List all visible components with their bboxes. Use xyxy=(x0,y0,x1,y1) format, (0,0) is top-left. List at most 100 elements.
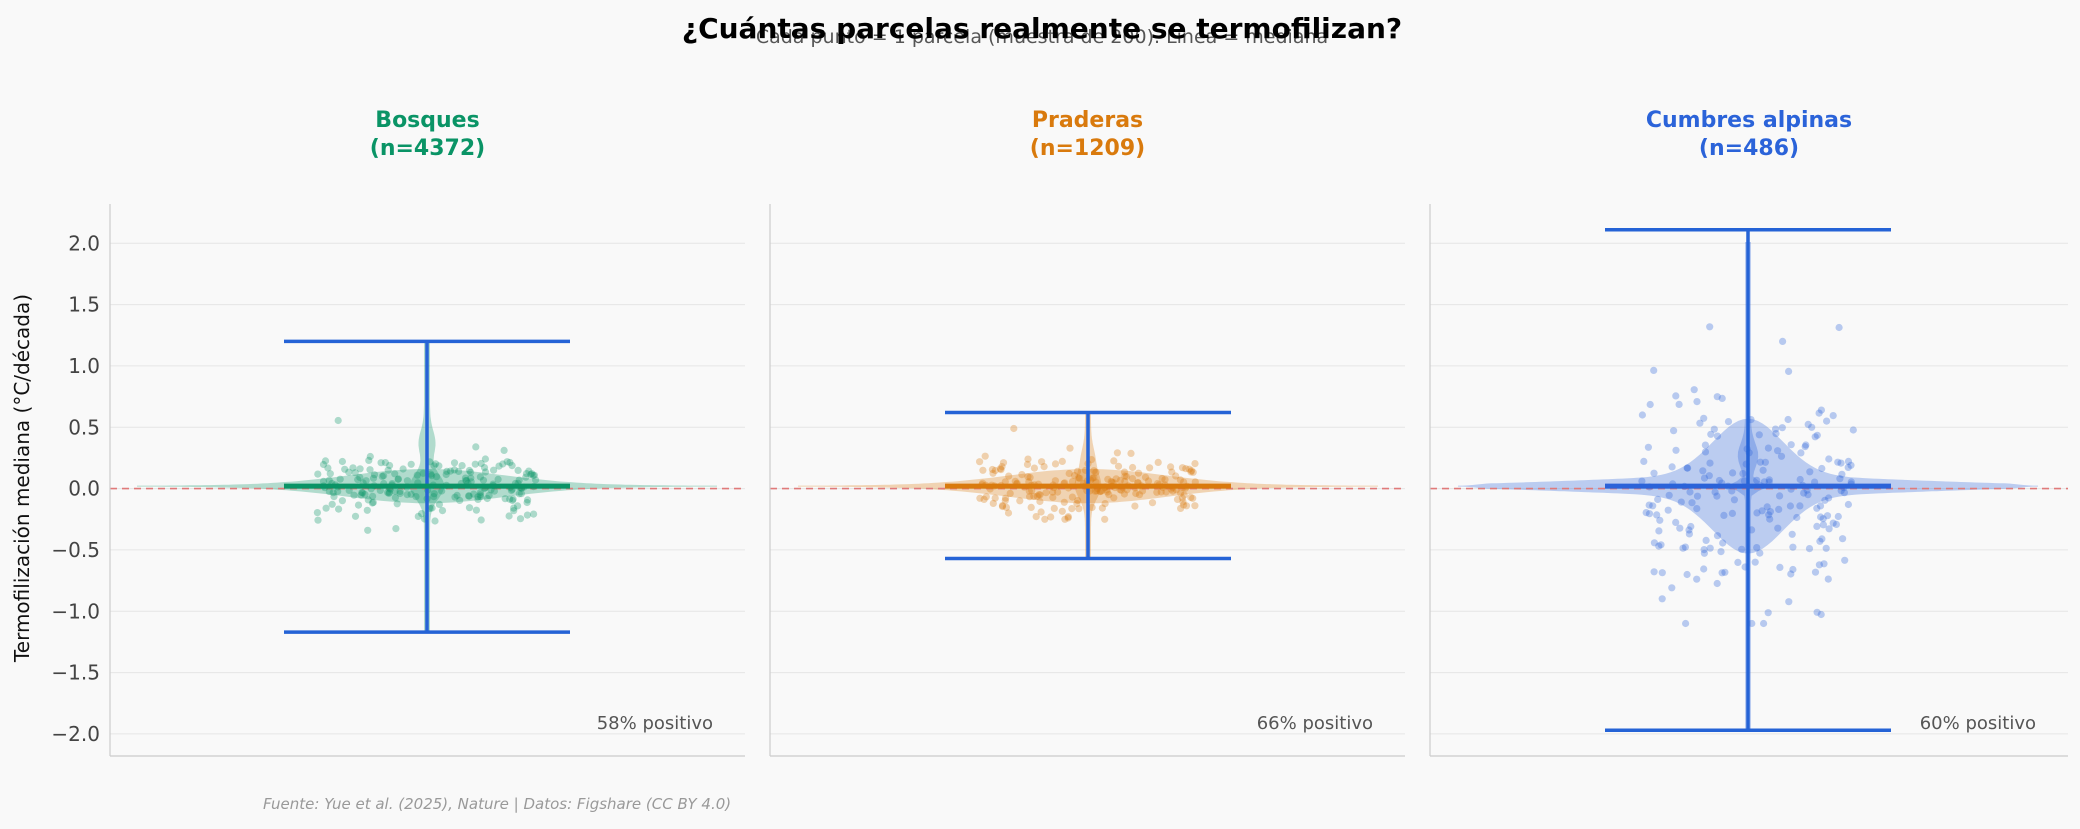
sample-point xyxy=(1813,522,1821,531)
sample-point xyxy=(1813,431,1821,439)
panel-n-bosques: (n=4372) xyxy=(370,136,485,161)
panel-n-praderas: (n=1209) xyxy=(1030,136,1145,161)
sample-point xyxy=(1113,449,1121,457)
sample-point xyxy=(1010,424,1018,433)
sample-point xyxy=(481,455,489,463)
sample-point xyxy=(386,461,394,470)
sample-point xyxy=(385,488,393,496)
sample-point xyxy=(399,465,407,473)
sample-point xyxy=(430,490,438,498)
sample-point xyxy=(1728,487,1736,495)
sample-point xyxy=(334,487,342,495)
sample-point xyxy=(338,497,346,505)
sample-point xyxy=(470,490,478,498)
sample-point xyxy=(1028,487,1036,495)
sample-point xyxy=(1753,544,1761,552)
sample-point xyxy=(1693,575,1701,583)
sample-point xyxy=(1655,542,1663,550)
sample-point xyxy=(1650,469,1658,477)
sample-point xyxy=(1817,610,1825,619)
sample-point xyxy=(1836,475,1844,483)
sample-point xyxy=(1068,505,1076,513)
sample-point xyxy=(1189,468,1197,476)
sample-point xyxy=(1730,496,1738,504)
sample-point xyxy=(1161,476,1169,484)
sample-point xyxy=(1844,457,1853,465)
sample-point xyxy=(1104,475,1112,483)
sample-point xyxy=(1815,561,1823,569)
sample-point xyxy=(1801,443,1809,451)
sample-point xyxy=(1787,441,1795,449)
sample-point xyxy=(1040,463,1048,471)
sample-point xyxy=(1829,519,1837,527)
sample-point xyxy=(384,466,392,474)
sample-point xyxy=(998,502,1007,510)
sample-point xyxy=(1816,537,1824,545)
sample-point xyxy=(313,508,321,517)
sample-point xyxy=(1153,488,1161,496)
sample-point xyxy=(1789,565,1797,574)
sample-point xyxy=(998,463,1006,471)
sample-point xyxy=(1838,470,1846,478)
sample-point xyxy=(1645,501,1653,509)
sample-point xyxy=(1844,463,1852,471)
sample-point xyxy=(1800,489,1808,497)
sample-point xyxy=(1116,476,1124,484)
sample-point xyxy=(507,486,515,495)
sample-point xyxy=(523,498,531,507)
sample-point xyxy=(1182,502,1191,510)
sample-point xyxy=(1041,515,1049,523)
sample-point xyxy=(1064,514,1072,522)
sample-point xyxy=(1074,474,1082,482)
sample-point xyxy=(336,475,344,483)
sample-point xyxy=(1658,569,1666,577)
sample-point xyxy=(361,490,369,499)
sample-point xyxy=(1049,493,1057,501)
sample-point xyxy=(1640,457,1648,465)
sample-point xyxy=(450,466,458,474)
sample-point xyxy=(1036,491,1044,499)
sample-point xyxy=(1132,489,1140,498)
sample-point xyxy=(1026,473,1034,481)
sample-point xyxy=(1173,495,1182,503)
sample-point xyxy=(1036,497,1044,506)
sample-point xyxy=(1677,498,1685,506)
sample-point xyxy=(1179,498,1187,506)
panel-n-cumbres-alpinas: (n=486) xyxy=(1699,136,1799,161)
sample-point xyxy=(997,466,1005,474)
sample-point xyxy=(1748,526,1756,534)
sample-point xyxy=(1823,417,1831,425)
sample-point xyxy=(1042,489,1050,497)
sample-point xyxy=(1047,513,1055,521)
sample-point xyxy=(1748,619,1756,628)
sample-point xyxy=(1672,446,1680,454)
sample-point xyxy=(1157,488,1165,496)
sample-point xyxy=(1650,568,1658,576)
sample-point xyxy=(1098,487,1106,495)
sample-point xyxy=(1032,513,1040,521)
sample-point xyxy=(362,477,370,485)
sample-point xyxy=(1718,569,1726,577)
sample-point xyxy=(1700,474,1709,482)
sample-point xyxy=(1739,470,1747,478)
sample-point xyxy=(1717,548,1725,556)
sample-point xyxy=(472,506,480,514)
sample-point xyxy=(472,443,480,451)
sample-point xyxy=(414,512,422,521)
y-tick-label: 0.0 xyxy=(68,477,100,501)
sample-point xyxy=(396,487,404,495)
sample-point xyxy=(494,475,502,483)
percent-positive-cumbres-alpinas: 60% positivo xyxy=(1920,713,2036,734)
sample-point xyxy=(1158,474,1166,483)
sample-point xyxy=(1064,513,1072,521)
sample-point xyxy=(1849,426,1857,434)
sample-point xyxy=(1670,427,1678,435)
sample-point xyxy=(996,465,1005,473)
sample-point xyxy=(1011,477,1019,485)
sample-point xyxy=(1129,463,1137,472)
sample-point xyxy=(1813,504,1821,512)
sample-point xyxy=(1819,521,1827,529)
sample-point xyxy=(1719,539,1727,547)
sample-point xyxy=(1101,500,1109,508)
